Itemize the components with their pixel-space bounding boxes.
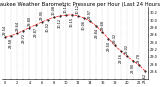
Text: 29.95: 29.95 — [40, 10, 44, 20]
Text: 29.16: 29.16 — [119, 53, 123, 63]
Text: 28.78: 28.78 — [137, 53, 141, 63]
Title: Milwaukee Weather Barometric Pressure per Hour (Last 24 Hours): Milwaukee Weather Barometric Pressure pe… — [0, 2, 160, 7]
Text: 29.87: 29.87 — [33, 27, 37, 37]
Text: 30.02: 30.02 — [46, 22, 50, 32]
Text: 29.02: 29.02 — [125, 44, 129, 54]
Text: 29.68: 29.68 — [100, 20, 104, 30]
Text: 30.12: 30.12 — [76, 4, 80, 14]
Text: 29.80: 29.80 — [27, 15, 31, 25]
Text: 30.08: 30.08 — [52, 5, 56, 15]
Text: 30.06: 30.06 — [82, 20, 86, 30]
Text: 30.14: 30.14 — [64, 3, 68, 13]
Text: 29.64: 29.64 — [15, 21, 19, 31]
Text: 29.97: 29.97 — [88, 9, 92, 19]
Text: 30.15: 30.15 — [70, 17, 74, 27]
Text: 29.32: 29.32 — [112, 33, 116, 43]
Text: 30.12: 30.12 — [58, 18, 62, 28]
Text: 29.54: 29.54 — [3, 25, 7, 35]
Text: 29.58: 29.58 — [9, 38, 13, 48]
Text: 28.90: 28.90 — [131, 63, 135, 73]
Text: 29.72: 29.72 — [21, 33, 25, 43]
Text: 29.50: 29.50 — [106, 41, 110, 51]
Text: 29.84: 29.84 — [94, 28, 98, 38]
Text: 28.62: 28.62 — [143, 73, 147, 83]
